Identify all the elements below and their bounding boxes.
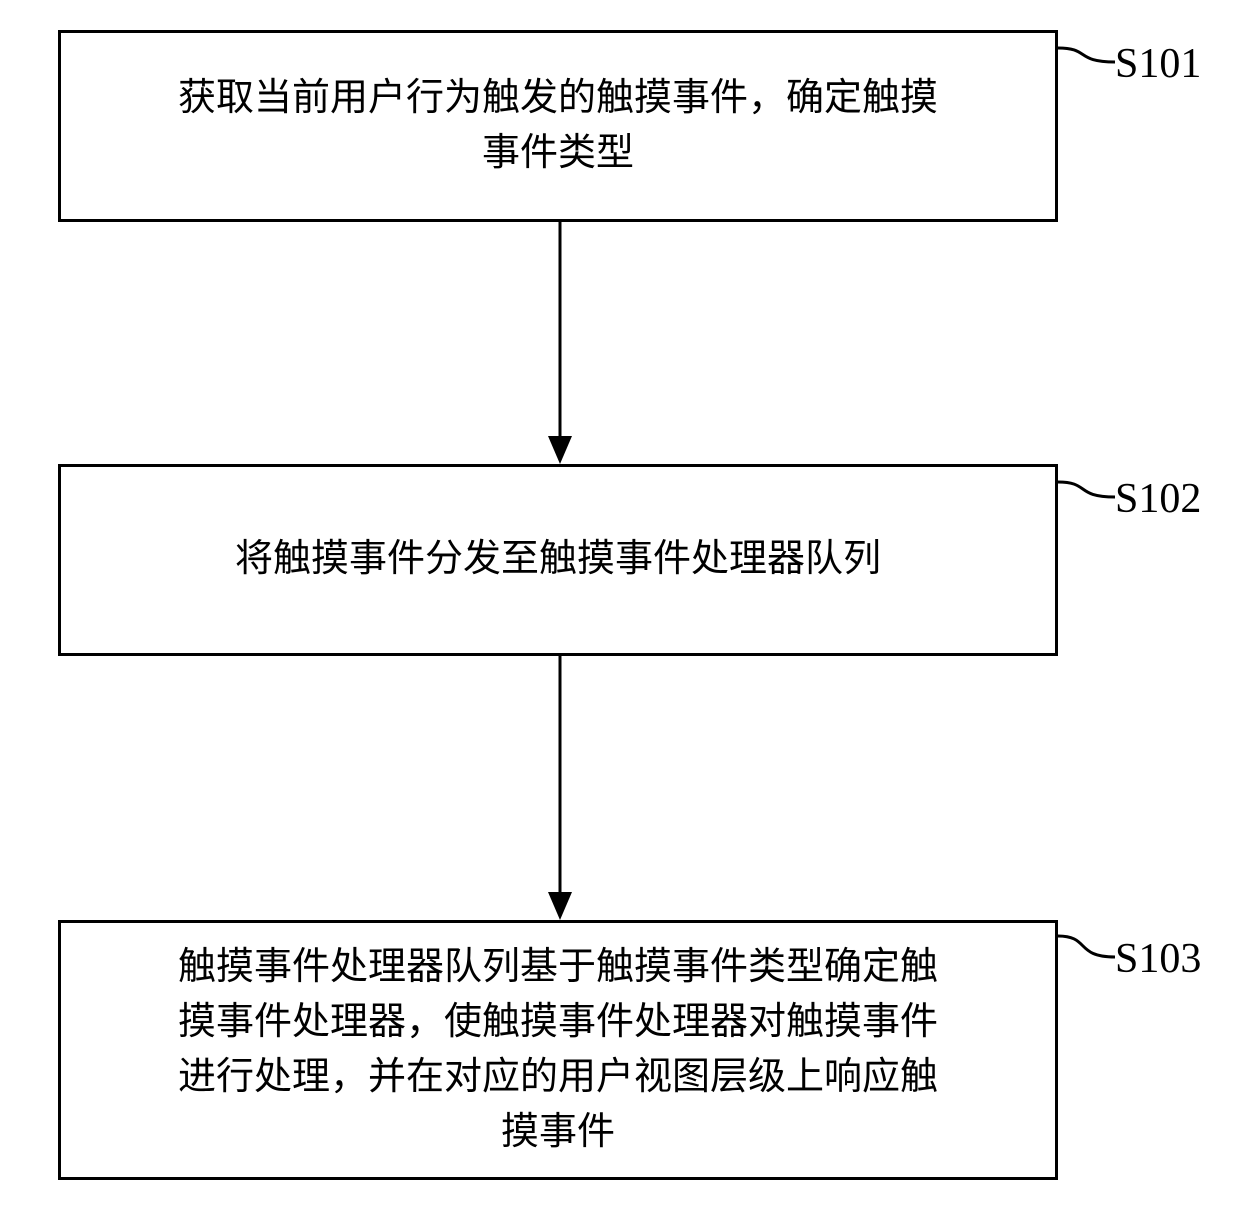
label-connector-s103 (0, 0, 1240, 1212)
flow-label-s103: S103 (1115, 935, 1201, 983)
flowchart-canvas: 获取当前用户行为触发的触摸事件，确定触摸 事件类型 S101 将触摸事件分发至触… (0, 0, 1240, 1212)
